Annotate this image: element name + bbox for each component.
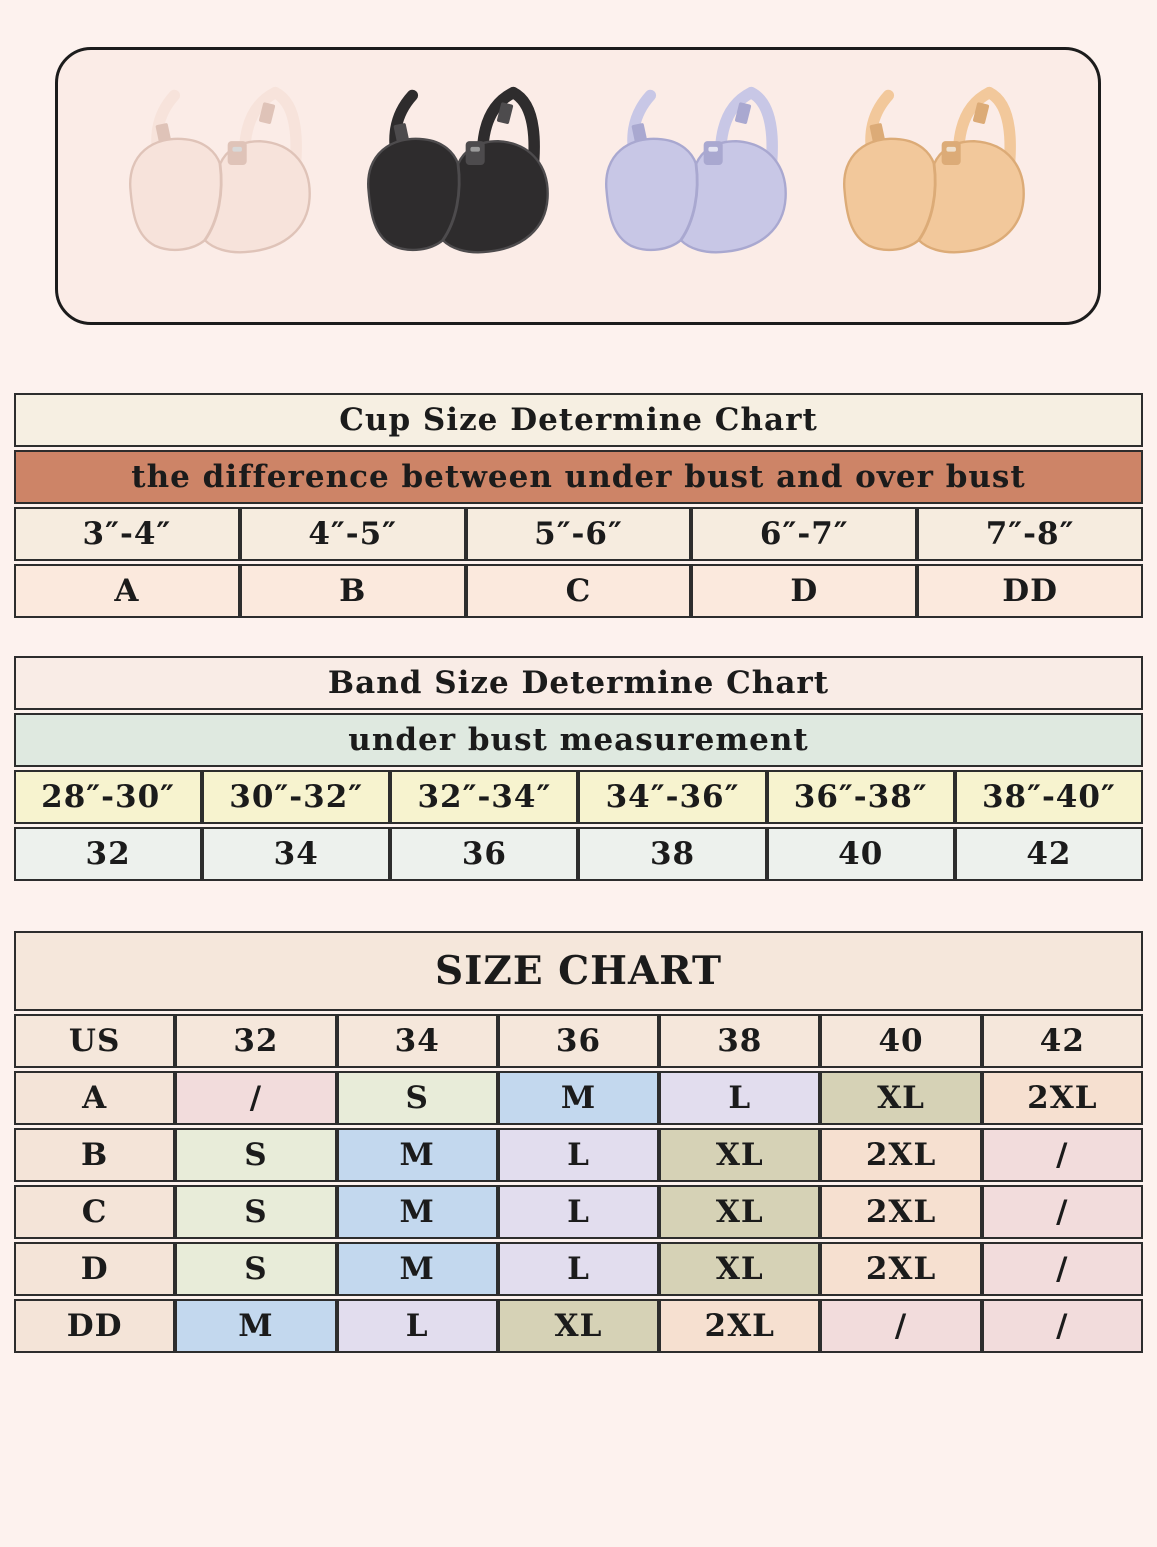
size-chart-row-label: DD <box>14 1299 176 1353</box>
band-size-cell: 38 <box>578 827 767 881</box>
size-chart-column-header: 32 <box>175 1014 337 1068</box>
size-cell: 2XL <box>820 1185 982 1239</box>
cup-size-cell: D <box>691 564 918 618</box>
size-chart-row-label: A <box>14 1071 176 1125</box>
cup-differences-row: 3″-4″ 4″-5″ 5″-6″ 6″-7″ 7″-8″ <box>14 507 1143 561</box>
band-measurement-cell: 34″-36″ <box>578 770 767 824</box>
size-cell: S <box>175 1185 337 1239</box>
size-cell: L <box>497 1128 660 1182</box>
ivory-bra-image <box>129 86 311 254</box>
size-cell: XL <box>659 1242 821 1296</box>
size-cell: XL <box>820 1071 982 1125</box>
size-cell: M <box>336 1242 498 1296</box>
size-cell: 2XL <box>981 1071 1143 1125</box>
size-chart-row: C S M L XL 2XL / <box>14 1185 1143 1239</box>
cup-difference-cell: 5″-6″ <box>465 507 692 561</box>
size-cell: / <box>820 1299 982 1353</box>
size-cell: 2XL <box>659 1299 821 1353</box>
product-infographic: Cup Size Determine Chart the difference … <box>0 47 1157 1547</box>
size-chart-row-label: D <box>14 1242 176 1296</box>
nude-bra-image <box>843 86 1025 254</box>
band-sizes-row: 32 34 36 38 40 42 <box>14 827 1143 881</box>
cup-difference-cell: 6″-7″ <box>691 507 918 561</box>
size-chart-row-label: C <box>14 1185 176 1239</box>
size-cell: M <box>336 1185 498 1239</box>
band-measurements-row: 28″-30″ 30″-32″ 32″-34″ 34″-36″ 36″-38″ 38″-4… <box>14 770 1143 824</box>
size-chart-row: B S M L XL 2XL / <box>14 1128 1143 1182</box>
cup-chart-subtitle: the difference between under bust and ov… <box>14 450 1143 504</box>
cup-sizes-row: A B C D DD <box>14 564 1143 618</box>
size-chart-column-header: 38 <box>659 1014 821 1068</box>
size-chart-row: DD M L XL 2XL / / <box>14 1299 1143 1353</box>
cup-size-chart: Cup Size Determine Chart the difference … <box>14 390 1143 621</box>
lavender-bra-image <box>605 86 787 254</box>
black-bra-image <box>367 86 549 254</box>
cup-size-cell: DD <box>917 564 1143 618</box>
size-cell: M <box>175 1299 337 1353</box>
size-cell: L <box>497 1242 660 1296</box>
size-cell: S <box>175 1128 337 1182</box>
cup-difference-cell: 7″-8″ <box>917 507 1143 561</box>
cup-difference-cell: 4″-5″ <box>239 507 466 561</box>
band-measurement-cell: 36″-38″ <box>766 770 955 824</box>
size-cell: M <box>497 1071 660 1125</box>
size-cell: L <box>659 1071 821 1125</box>
size-cell: L <box>497 1185 660 1239</box>
cup-size-cell: B <box>239 564 466 618</box>
band-size-cell: 40 <box>766 827 955 881</box>
size-cell: 2XL <box>820 1242 982 1296</box>
size-chart-row: A / S M L XL 2XL <box>14 1071 1143 1125</box>
size-chart-column-header: 42 <box>981 1014 1143 1068</box>
size-cell: L <box>336 1299 498 1353</box>
size-chart-column-header: 36 <box>497 1014 660 1068</box>
cup-size-cell: C <box>465 564 692 618</box>
size-cell: / <box>981 1242 1143 1296</box>
band-measurement-cell: 30″-32″ <box>202 770 391 824</box>
cup-difference-cell: 3″-4″ <box>14 507 240 561</box>
size-cell: S <box>175 1242 337 1296</box>
band-size-cell: 36 <box>390 827 579 881</box>
size-chart-header-row: US 32 34 36 38 40 42 <box>14 1014 1143 1068</box>
size-cell: XL <box>659 1185 821 1239</box>
band-size-cell: 34 <box>202 827 391 881</box>
band-size-cell: 32 <box>14 827 203 881</box>
size-cell: S <box>336 1071 498 1125</box>
size-cell: / <box>175 1071 337 1125</box>
size-cell: XL <box>659 1128 821 1182</box>
size-chart-column-header: 40 <box>820 1014 982 1068</box>
size-cell: XL <box>497 1299 660 1353</box>
band-measurement-cell: 32″-34″ <box>390 770 579 824</box>
product-color-row <box>102 82 1054 290</box>
band-measurement-cell: 38″-40″ <box>954 770 1143 824</box>
cup-size-cell: A <box>14 564 240 618</box>
size-chart-title: SIZE CHART <box>14 931 1143 1011</box>
band-size-cell: 42 <box>954 827 1143 881</box>
size-cell: / <box>981 1128 1143 1182</box>
band-chart-title: Band Size Determine Chart <box>14 656 1143 710</box>
size-cell: / <box>981 1185 1143 1239</box>
cup-chart-title: Cup Size Determine Chart <box>14 393 1143 447</box>
size-chart-row: D S M L XL 2XL / <box>14 1242 1143 1296</box>
band-measurement-cell: 28″-30″ <box>14 770 203 824</box>
size-cell: 2XL <box>820 1128 982 1182</box>
band-size-chart: Band Size Determine Chart under bust mea… <box>14 653 1143 884</box>
size-chart-column-header: US <box>14 1014 176 1068</box>
size-chart-row-label: B <box>14 1128 176 1182</box>
size-cell: / <box>981 1299 1143 1353</box>
band-chart-subtitle: under bust measurement <box>14 713 1143 767</box>
size-cell: M <box>336 1128 498 1182</box>
us-size-chart: SIZE CHART US 32 34 36 38 40 42 A / S M L XL 2XL B S M L… <box>14 928 1143 1356</box>
product-banner <box>55 47 1101 325</box>
size-chart-column-header: 34 <box>336 1014 498 1068</box>
